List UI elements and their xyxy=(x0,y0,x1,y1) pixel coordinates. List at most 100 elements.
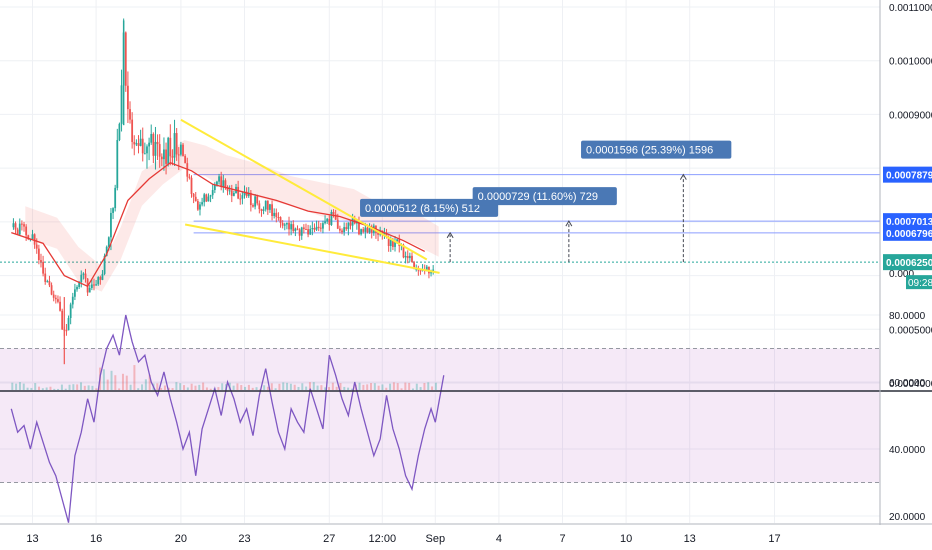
candle xyxy=(46,279,49,283)
candle xyxy=(328,215,331,231)
candle xyxy=(408,252,411,262)
time-tick-label: 17 xyxy=(768,533,780,545)
candle-body xyxy=(249,192,252,206)
candle-body xyxy=(57,299,59,302)
candle xyxy=(48,275,51,288)
candle-body xyxy=(404,256,407,258)
volume-bar xyxy=(263,385,266,390)
candle xyxy=(133,135,136,156)
candle-body xyxy=(383,233,386,235)
candle-body xyxy=(173,133,176,158)
candle-body xyxy=(139,138,142,146)
candle xyxy=(218,173,220,185)
candle-body xyxy=(345,227,348,230)
candle-body xyxy=(118,123,121,140)
time-tick-label: 13 xyxy=(684,533,696,545)
candle xyxy=(196,198,199,211)
target-label-box xyxy=(472,187,617,206)
candle xyxy=(292,220,295,234)
candle-body xyxy=(290,224,293,230)
candle xyxy=(76,285,78,292)
candle-body xyxy=(44,273,47,282)
candle xyxy=(345,222,348,231)
volume-bar xyxy=(125,375,128,390)
rsi-axis[interactable]: 80.0000 60.0000 40.0000 20.0000 xyxy=(889,311,926,523)
candle-body xyxy=(213,184,216,191)
candle-body xyxy=(358,221,360,235)
candle-body xyxy=(114,187,117,209)
candle xyxy=(167,136,170,167)
candle xyxy=(61,308,64,330)
candle xyxy=(394,236,396,252)
volume-bar xyxy=(350,388,353,390)
candle-body xyxy=(394,241,396,247)
candle xyxy=(90,279,93,291)
candle-body xyxy=(16,229,19,235)
candle xyxy=(262,206,265,215)
candle xyxy=(141,127,144,162)
volume-bar xyxy=(370,383,373,390)
candle-body xyxy=(288,222,290,230)
volume-bar xyxy=(343,386,346,390)
candle-body xyxy=(131,119,134,142)
target-projection: 0.0000512 (8.15%) 512 xyxy=(360,198,499,263)
candle-body xyxy=(14,223,17,230)
candle xyxy=(173,119,176,166)
candle xyxy=(358,216,360,236)
volume-bar xyxy=(247,384,250,390)
candle-body xyxy=(277,217,280,219)
candle xyxy=(14,221,17,234)
volume-bar xyxy=(205,387,208,390)
badge-background xyxy=(883,224,932,241)
candle-body xyxy=(37,248,40,261)
price-plot xyxy=(0,18,880,390)
volume-bar xyxy=(324,387,327,390)
candle-body xyxy=(40,260,42,262)
candle xyxy=(152,132,155,164)
candle-body xyxy=(252,205,254,207)
volume-bar xyxy=(221,383,224,390)
candle xyxy=(226,185,229,196)
candle xyxy=(279,216,282,228)
price-axis[interactable]: 0.0011000 0.0010000 0.0009000 0.0005000 0.00… xyxy=(889,3,932,390)
candle-body xyxy=(233,192,235,196)
volume-bar xyxy=(392,382,395,390)
candle-body xyxy=(273,212,276,217)
candle-body xyxy=(370,228,373,233)
volume-bar xyxy=(289,383,292,390)
candle-body xyxy=(292,224,295,231)
time-axis[interactable]: 13 16 20 23 27 12:00 Sep 4 7 10 13 17 xyxy=(26,533,780,545)
candle-body xyxy=(105,246,108,256)
candle-body xyxy=(50,285,53,295)
candle-body xyxy=(76,286,78,290)
candle xyxy=(156,134,159,161)
badge-value: 0.0007013 xyxy=(886,217,932,228)
candle-body xyxy=(67,318,70,331)
candle xyxy=(343,222,346,236)
volume-bar xyxy=(53,388,56,390)
candle xyxy=(300,226,303,240)
candle xyxy=(74,283,76,301)
candle-body xyxy=(143,153,146,155)
candle-body xyxy=(42,261,44,274)
candle xyxy=(180,141,182,157)
volume-bar xyxy=(217,387,220,390)
rsi-tick-label: 40.0000 xyxy=(889,445,926,456)
candle-body xyxy=(124,32,127,86)
target-projection: 0.0000729 (11.60%) 729 xyxy=(472,187,617,263)
candle-body xyxy=(256,196,259,204)
candle xyxy=(277,212,280,221)
candle xyxy=(275,208,278,223)
candle xyxy=(411,252,413,263)
candle-body xyxy=(343,227,346,233)
candle-body xyxy=(322,223,324,229)
candle-body xyxy=(406,256,409,259)
candle-body xyxy=(71,296,74,305)
candle-body xyxy=(203,194,206,203)
price-tick-label: 0.000 xyxy=(889,269,914,280)
volume-bar xyxy=(91,385,94,390)
candle-body xyxy=(302,227,305,230)
candle xyxy=(211,184,214,199)
